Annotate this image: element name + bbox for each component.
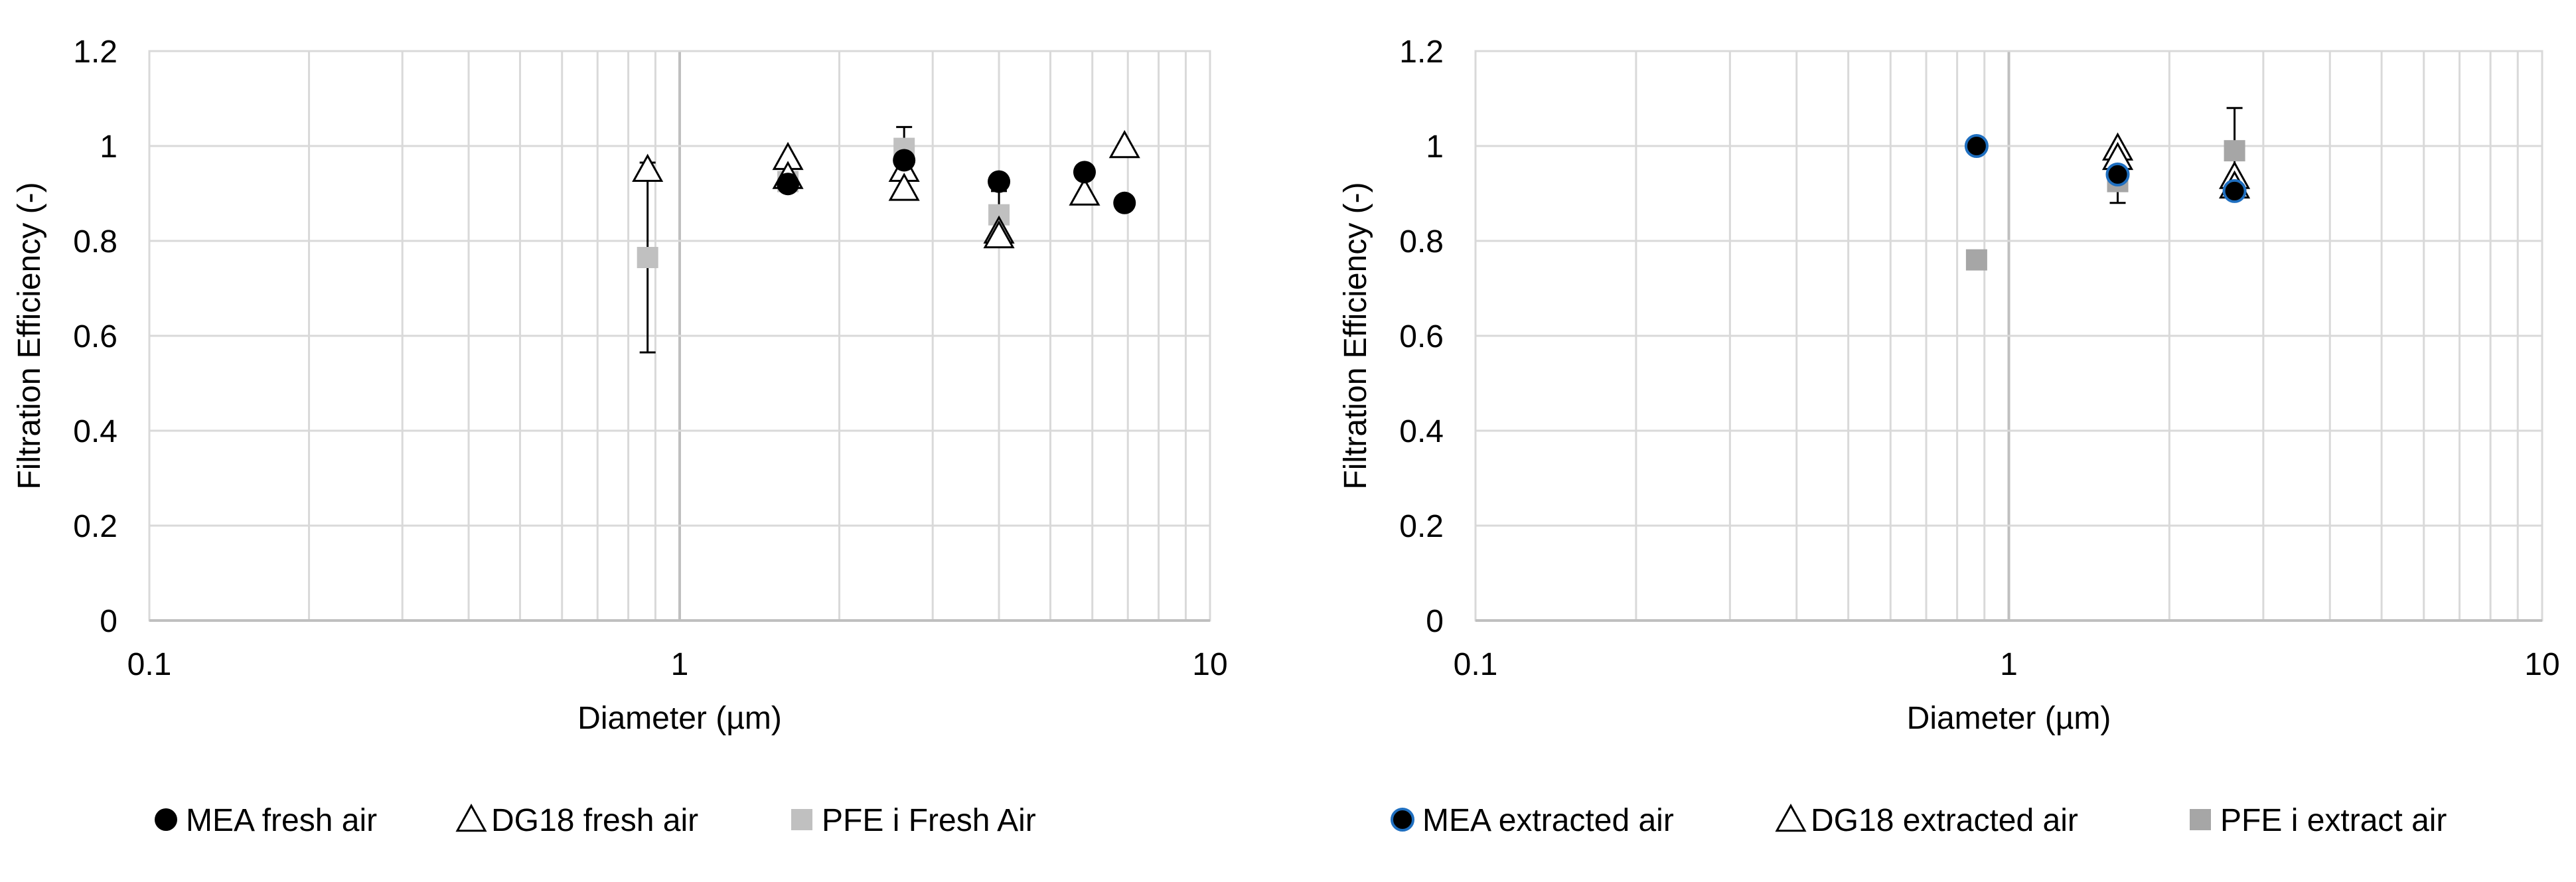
legend-label: DG18 fresh air bbox=[491, 803, 698, 838]
legend-marker-dg18 bbox=[1775, 803, 1807, 832]
data-point-dg18 bbox=[983, 220, 1015, 249]
legend-label: PFE i extract air bbox=[2220, 803, 2447, 838]
y-tick-label: 0.2 bbox=[73, 509, 117, 544]
y-tick-label: 0 bbox=[100, 604, 117, 639]
data-point-dg18 bbox=[1108, 129, 1140, 159]
data-point-mea bbox=[2222, 179, 2247, 203]
data-point-mea bbox=[2105, 162, 2130, 186]
y-tick-label: 0.8 bbox=[73, 224, 117, 259]
x-tick-label: 10 bbox=[1192, 647, 1227, 682]
x-tick-label: 1 bbox=[2000, 647, 2018, 682]
data-point-mea bbox=[988, 170, 1011, 193]
y-tick-label: 1.2 bbox=[73, 35, 117, 70]
data-point-pfe bbox=[1965, 249, 1987, 271]
legend-marker-pfe bbox=[2190, 809, 2211, 830]
y-axis-label: Filtration Efficiency (-) bbox=[1338, 182, 1373, 489]
y-tick-label: 0.4 bbox=[1399, 414, 1444, 449]
legend-label: MEA fresh air bbox=[186, 803, 377, 838]
data-point-dg18 bbox=[632, 153, 664, 183]
legend-label: DG18 extracted air bbox=[1811, 803, 2078, 838]
y-tick-label: 1 bbox=[1426, 129, 1444, 165]
y-tick-label: 0 bbox=[1426, 604, 1444, 639]
legend-marker-pfe bbox=[791, 809, 812, 830]
legend-marker-dg18 bbox=[455, 803, 487, 832]
data-point-mea bbox=[1964, 134, 1989, 158]
data-point-dg18 bbox=[1069, 177, 1100, 206]
x-tick-label: 10 bbox=[2524, 647, 2559, 682]
y-tick-label: 1.2 bbox=[1399, 35, 1444, 70]
y-tick-label: 0.4 bbox=[73, 414, 117, 449]
x-axis-label: Diameter (µm) bbox=[577, 701, 782, 736]
data-point-mea bbox=[1073, 161, 1096, 184]
x-tick-label: 0.1 bbox=[1454, 647, 1498, 682]
data-point-pfe bbox=[637, 247, 658, 269]
x-tick-label: 0.1 bbox=[127, 647, 172, 682]
x-axis-label: Diameter (µm) bbox=[1907, 701, 2111, 736]
chart-fresh-air: Filtration Efficiency (-) Diameter (µm) … bbox=[12, 35, 1228, 838]
legend-marker-mea bbox=[1391, 808, 1414, 832]
y-tick-label: 0.6 bbox=[73, 319, 117, 354]
x-tick-label: 1 bbox=[671, 647, 689, 682]
data-point-dg18 bbox=[888, 173, 920, 201]
data-point-mea bbox=[893, 149, 916, 172]
y-axis-label: Filtration Efficiency (-) bbox=[12, 182, 47, 489]
y-tick-label: 1 bbox=[100, 129, 117, 165]
y-tick-label: 0.6 bbox=[1399, 319, 1444, 354]
data-point-pfe bbox=[2224, 140, 2245, 162]
y-tick-label: 0.2 bbox=[1399, 509, 1444, 544]
legend-marker-mea bbox=[155, 808, 177, 831]
data-point-mea bbox=[1113, 191, 1136, 214]
y-tick-label: 0.8 bbox=[1399, 224, 1444, 259]
chart-extracted-air: Filtration Efficiency (-) Diameter (µm) … bbox=[1338, 35, 2560, 838]
legend-label: MEA extracted air bbox=[1422, 803, 1674, 838]
data-point-mea bbox=[777, 173, 800, 196]
legend-label: PFE i Fresh Air bbox=[822, 803, 1036, 838]
